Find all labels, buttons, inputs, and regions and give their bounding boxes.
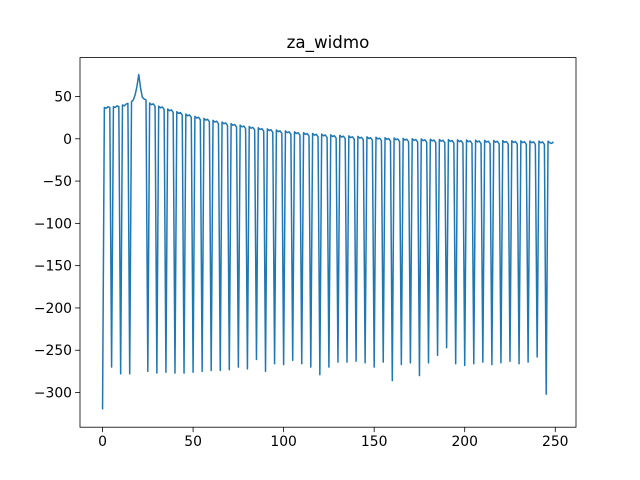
x-tick-label: 100 [270, 434, 297, 450]
x-tick-label: 250 [542, 434, 569, 450]
x-tick-label: 50 [184, 434, 202, 450]
line [101, 73, 554, 410]
y-tick-label: 0 [63, 132, 72, 148]
y-tick-label: −200 [34, 301, 72, 317]
y-tick-label: −300 [34, 386, 72, 402]
chart-title: za_widmo [287, 32, 370, 53]
axes-frame [79, 57, 577, 428]
y-tick-label: −100 [34, 216, 72, 232]
y-tick-label: −50 [43, 174, 72, 190]
x-tick-label: 150 [361, 434, 388, 450]
y-tick-label: 50 [54, 90, 72, 106]
y-tick-label: −150 [34, 259, 72, 275]
x-tick-label: 200 [451, 434, 478, 450]
y-tick-label: −250 [34, 343, 72, 359]
x-tick-label: 0 [98, 434, 107, 450]
